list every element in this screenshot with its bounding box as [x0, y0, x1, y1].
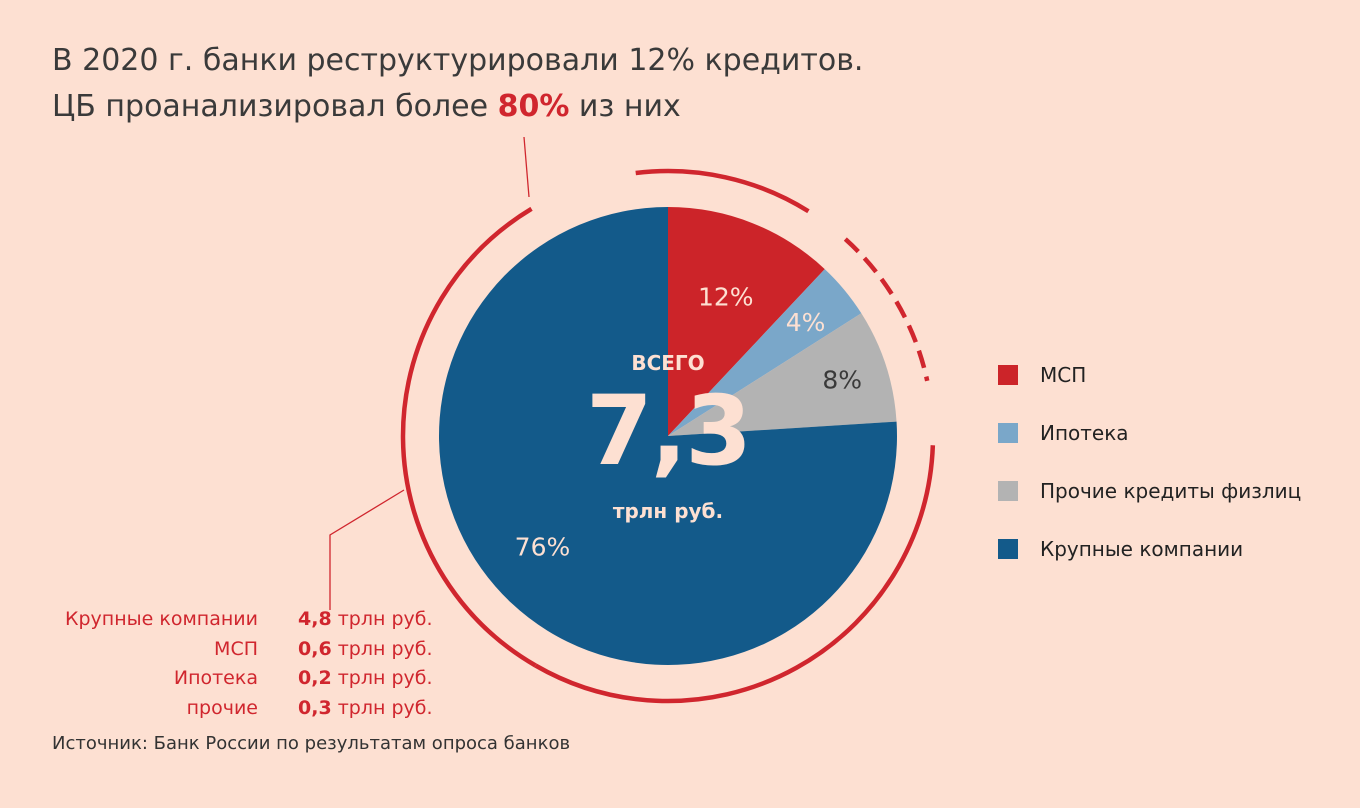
legend-swatch — [998, 423, 1018, 443]
breakdown-label: Крупные компании — [65, 608, 258, 630]
breakdown-table: Крупные компании 4,8 трлн руб. МСП 0,6 трлн… — [40, 605, 433, 723]
center-total: ВСЕГО 7,3 трлн руб. — [586, 351, 752, 523]
legend-label: Ипотека — [1040, 421, 1129, 445]
chart-title: В 2020 г. банки реструктурировали 12% кр… — [52, 38, 863, 130]
breakdown-label: прочие — [186, 696, 258, 719]
breakdown-label: МСП — [214, 637, 258, 660]
legend-swatch — [998, 365, 1018, 385]
legend-swatch — [998, 539, 1018, 559]
title-highlight-80-percent: 80% — [497, 89, 570, 124]
title-line-1: В 2020 г. банки реструктурировали 12% кр… — [52, 43, 864, 78]
legend-item-крупные-компании: Крупные компании — [998, 520, 1301, 578]
title-line-2-suffix: из них — [569, 89, 681, 124]
pie-slices — [438, 207, 897, 665]
breakdown-row: прочие 0,3 трлн руб. — [40, 694, 433, 724]
center-value: 7,3 — [586, 375, 750, 487]
pie-slice-labels: 12% 4% 8% 76% — [515, 282, 862, 561]
pie-slice-мсп — [668, 207, 825, 436]
breakdown-unit: трлн руб. — [337, 637, 433, 660]
slice-label-мсп: 12% — [698, 282, 754, 311]
breakdown-amount: 0,3 — [298, 696, 332, 719]
title-callout-line — [523, 136, 530, 198]
legend-label: МСП — [1040, 363, 1087, 387]
pie-slice-прочие-кредиты-физлиц — [668, 313, 897, 436]
legend-label: Прочие кредиты физлиц — [1040, 479, 1302, 503]
legend: МСП Ипотека Прочие кредиты физлиц Крупные к… — [998, 346, 1301, 578]
slice-label-прочие-кредиты-физлиц: 8% — [822, 365, 862, 394]
center-label: ВСЕГО — [631, 351, 704, 375]
breakdown-value: 4,8 трлн руб. — [298, 605, 433, 635]
outer-ring-arc-dashed — [843, 237, 930, 382]
outer-ring-arcs — [400, 168, 936, 704]
breakdown-unit: трлн руб. — [337, 667, 433, 689]
breakdown-unit: трлн руб. — [337, 608, 433, 630]
outer-ring-arc-bottom — [534, 445, 936, 704]
legend-item-прочие-кредиты-физлиц: Прочие кредиты физлиц — [998, 462, 1301, 520]
title-line-2-prefix: ЦБ проанализировал более — [52, 89, 498, 124]
pie-slice-ипотека — [668, 269, 862, 436]
breakdown-amount: 0,2 — [298, 667, 332, 689]
legend-item-ипотека: Ипотека — [998, 404, 1301, 462]
breakdown-label: Ипотека — [173, 667, 258, 689]
legend-item-мсп: МСП — [998, 346, 1301, 404]
legend-swatch — [998, 481, 1018, 501]
breakdown-value: 0,2 трлн руб. — [298, 664, 433, 694]
slice-label-ипотека: 4% — [786, 308, 826, 337]
callout-lines — [329, 136, 530, 610]
source-note: Источник: Банк России по результатам опр… — [52, 733, 571, 754]
breakdown-row: МСП 0,6 трлн руб. — [40, 635, 433, 665]
pie-slice-крупные-компании — [438, 207, 897, 665]
center-unit: трлн руб. — [613, 499, 723, 523]
breakdown-value: 0,6 трлн руб. — [298, 635, 433, 665]
breakdown-callout-line — [329, 489, 405, 610]
breakdown-value: 0,3 трлн руб. — [298, 694, 433, 724]
breakdown-row: Ипотека 0,2 трлн руб. — [40, 664, 433, 694]
outer-ring-arc-left — [400, 206, 537, 668]
breakdown-unit: трлн руб. — [337, 696, 433, 719]
outer-ring-arc-top — [635, 168, 810, 214]
breakdown-amount: 0,6 — [298, 637, 332, 660]
breakdown-amount: 4,8 — [298, 608, 332, 630]
breakdown-row: Крупные компании 4,8 трлн руб. — [40, 605, 433, 635]
legend-label: Крупные компании — [1040, 537, 1244, 561]
slice-label-крупные-компании: 76% — [515, 532, 571, 561]
